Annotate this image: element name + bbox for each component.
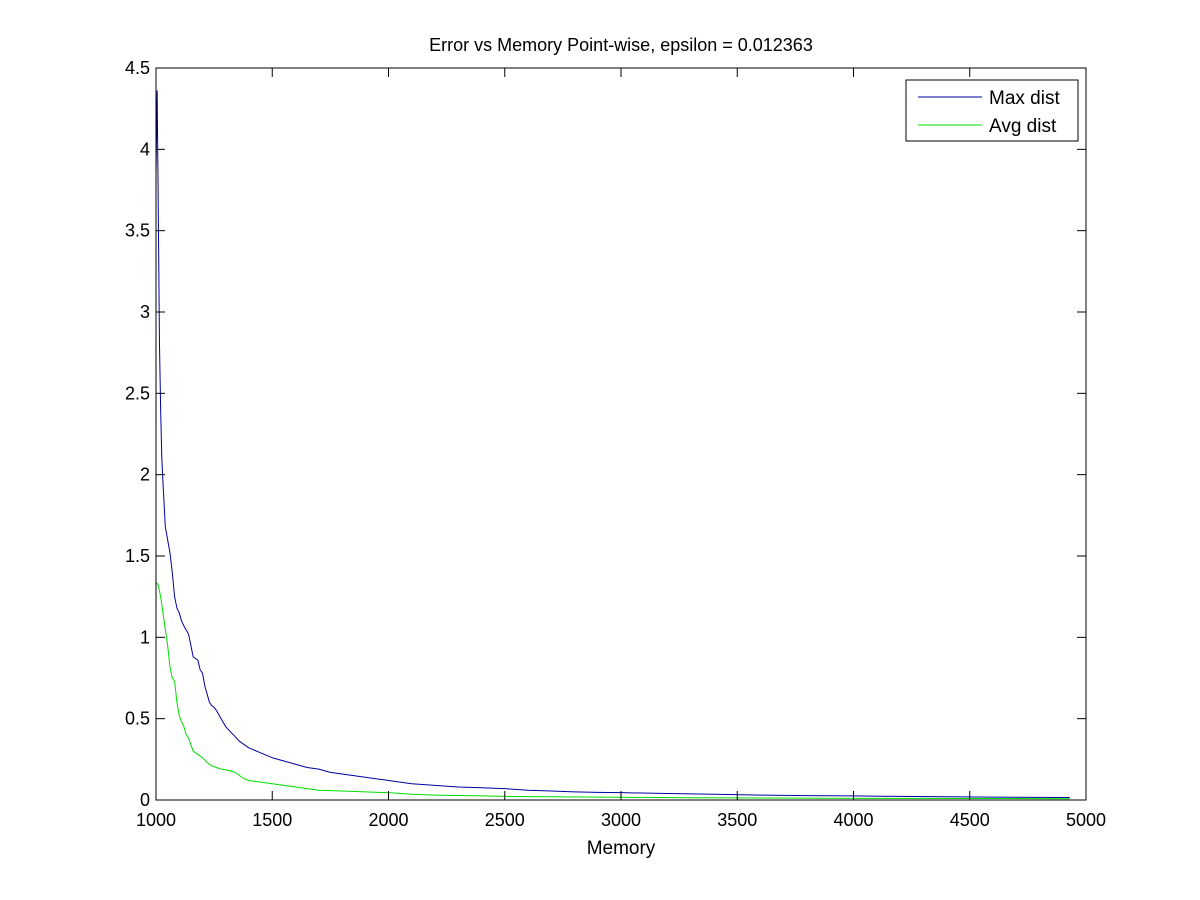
ticks-layer: 1000 1500 2000 2500 3000 3500 4000 4500 5000 0 0.5… (125, 58, 1106, 830)
x-tick-label: 3000 (601, 810, 641, 830)
legend-label-max-dist: Max dist (989, 88, 1060, 109)
series-line-max-dist (155, 90, 1070, 799)
series-layer (155, 90, 1070, 800)
x-tick-label: 1000 (136, 810, 176, 830)
x-axis-label: Memory (587, 838, 656, 859)
y-tick-label: 3.5 (125, 221, 150, 241)
x-tick-label: 2000 (368, 810, 408, 830)
y-tick-label: 3 (140, 302, 150, 322)
x-tick-label: 3500 (717, 810, 757, 830)
y-tick-label: 4 (140, 139, 150, 159)
x-tick-label: 2500 (485, 810, 525, 830)
y-tick-label: 2.5 (125, 383, 150, 403)
series-line-avg-dist (155, 581, 1070, 800)
x-tick-label: 1500 (252, 810, 292, 830)
plot-area (156, 68, 1086, 800)
y-tick-label: 0.5 (125, 709, 150, 729)
y-tick-label: 4.5 (125, 58, 150, 78)
x-tick-label: 4500 (950, 810, 990, 830)
y-tick-label: 1.5 (125, 546, 150, 566)
y-tick-label: 0 (140, 790, 150, 810)
x-tick-label: 4000 (833, 810, 873, 830)
legend: Max dist Avg dist (905, 79, 1079, 142)
y-tick-label: 1 (140, 627, 150, 647)
chart-title: Error vs Memory Point-wise, epsilon = 0.… (429, 35, 813, 55)
legend-box (905, 79, 1079, 142)
x-tick-label: 5000 (1066, 810, 1106, 830)
y-tick-label: 2 (140, 465, 150, 485)
legend-label-avg-dist: Avg dist (989, 116, 1057, 137)
